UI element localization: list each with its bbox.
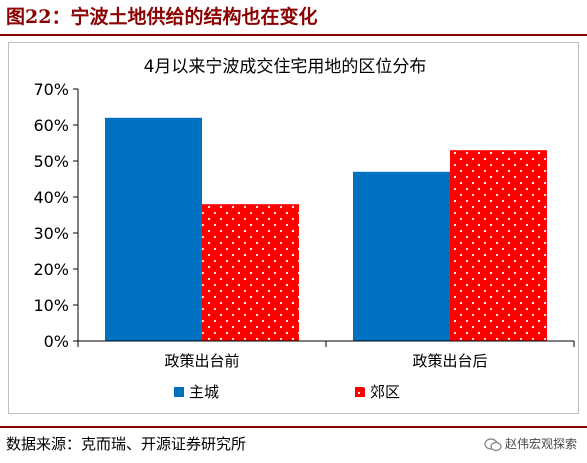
bar-suburb bbox=[450, 150, 547, 341]
y-tick-label: 70% bbox=[33, 80, 69, 99]
y-tick-label: 0% bbox=[44, 332, 69, 351]
x-tick-label: 政策出台后 bbox=[412, 352, 487, 370]
y-tick-label: 50% bbox=[33, 152, 69, 171]
y-tick-label: 40% bbox=[33, 188, 69, 207]
y-tick-label: 60% bbox=[33, 116, 69, 135]
legend: 主城 郊区 bbox=[174, 383, 400, 401]
x-axis: 政策出台前 政策出台后 bbox=[77, 340, 575, 370]
legend-swatch bbox=[355, 387, 365, 397]
legend-swatch bbox=[174, 387, 184, 397]
bar-chart: 4月以来宁波成交住宅用地的区位分布 0% 10% 20% 30% 40% 50% 60% 70… bbox=[8, 42, 579, 414]
y-axis: 0% 10% 20% 30% 40% 50% 60% 70% bbox=[33, 80, 79, 351]
bar-main-city bbox=[353, 171, 450, 341]
legend-label: 主城 bbox=[189, 383, 219, 401]
y-tick-label: 10% bbox=[33, 296, 69, 315]
figure-title: 图22：宁波土地供给的结构也在变化 bbox=[6, 6, 318, 28]
bars-group bbox=[105, 117, 547, 341]
title-underline bbox=[0, 34, 587, 36]
bar-suburb bbox=[202, 204, 299, 341]
y-tick-label: 30% bbox=[33, 224, 69, 243]
source-note: 数据来源：克而瑞、开源证券研究所 bbox=[6, 435, 247, 453]
x-tick-label: 政策出台前 bbox=[164, 352, 239, 370]
legend-label: 郊区 bbox=[370, 383, 400, 401]
chart-container: 4月以来宁波成交住宅用地的区位分布 0% 10% 20% 30% 40% 50% 60% 70… bbox=[8, 42, 579, 414]
footer-rule bbox=[0, 426, 587, 428]
wechat-icon bbox=[484, 437, 502, 451]
bar-main-city bbox=[105, 117, 202, 341]
chart-title: 4月以来宁波成交住宅用地的区位分布 bbox=[144, 57, 427, 77]
y-tick-label: 20% bbox=[33, 260, 69, 279]
watermark-text: 赵伟宏观探索 bbox=[504, 437, 577, 451]
watermark: 赵伟宏观探索 bbox=[484, 432, 577, 456]
